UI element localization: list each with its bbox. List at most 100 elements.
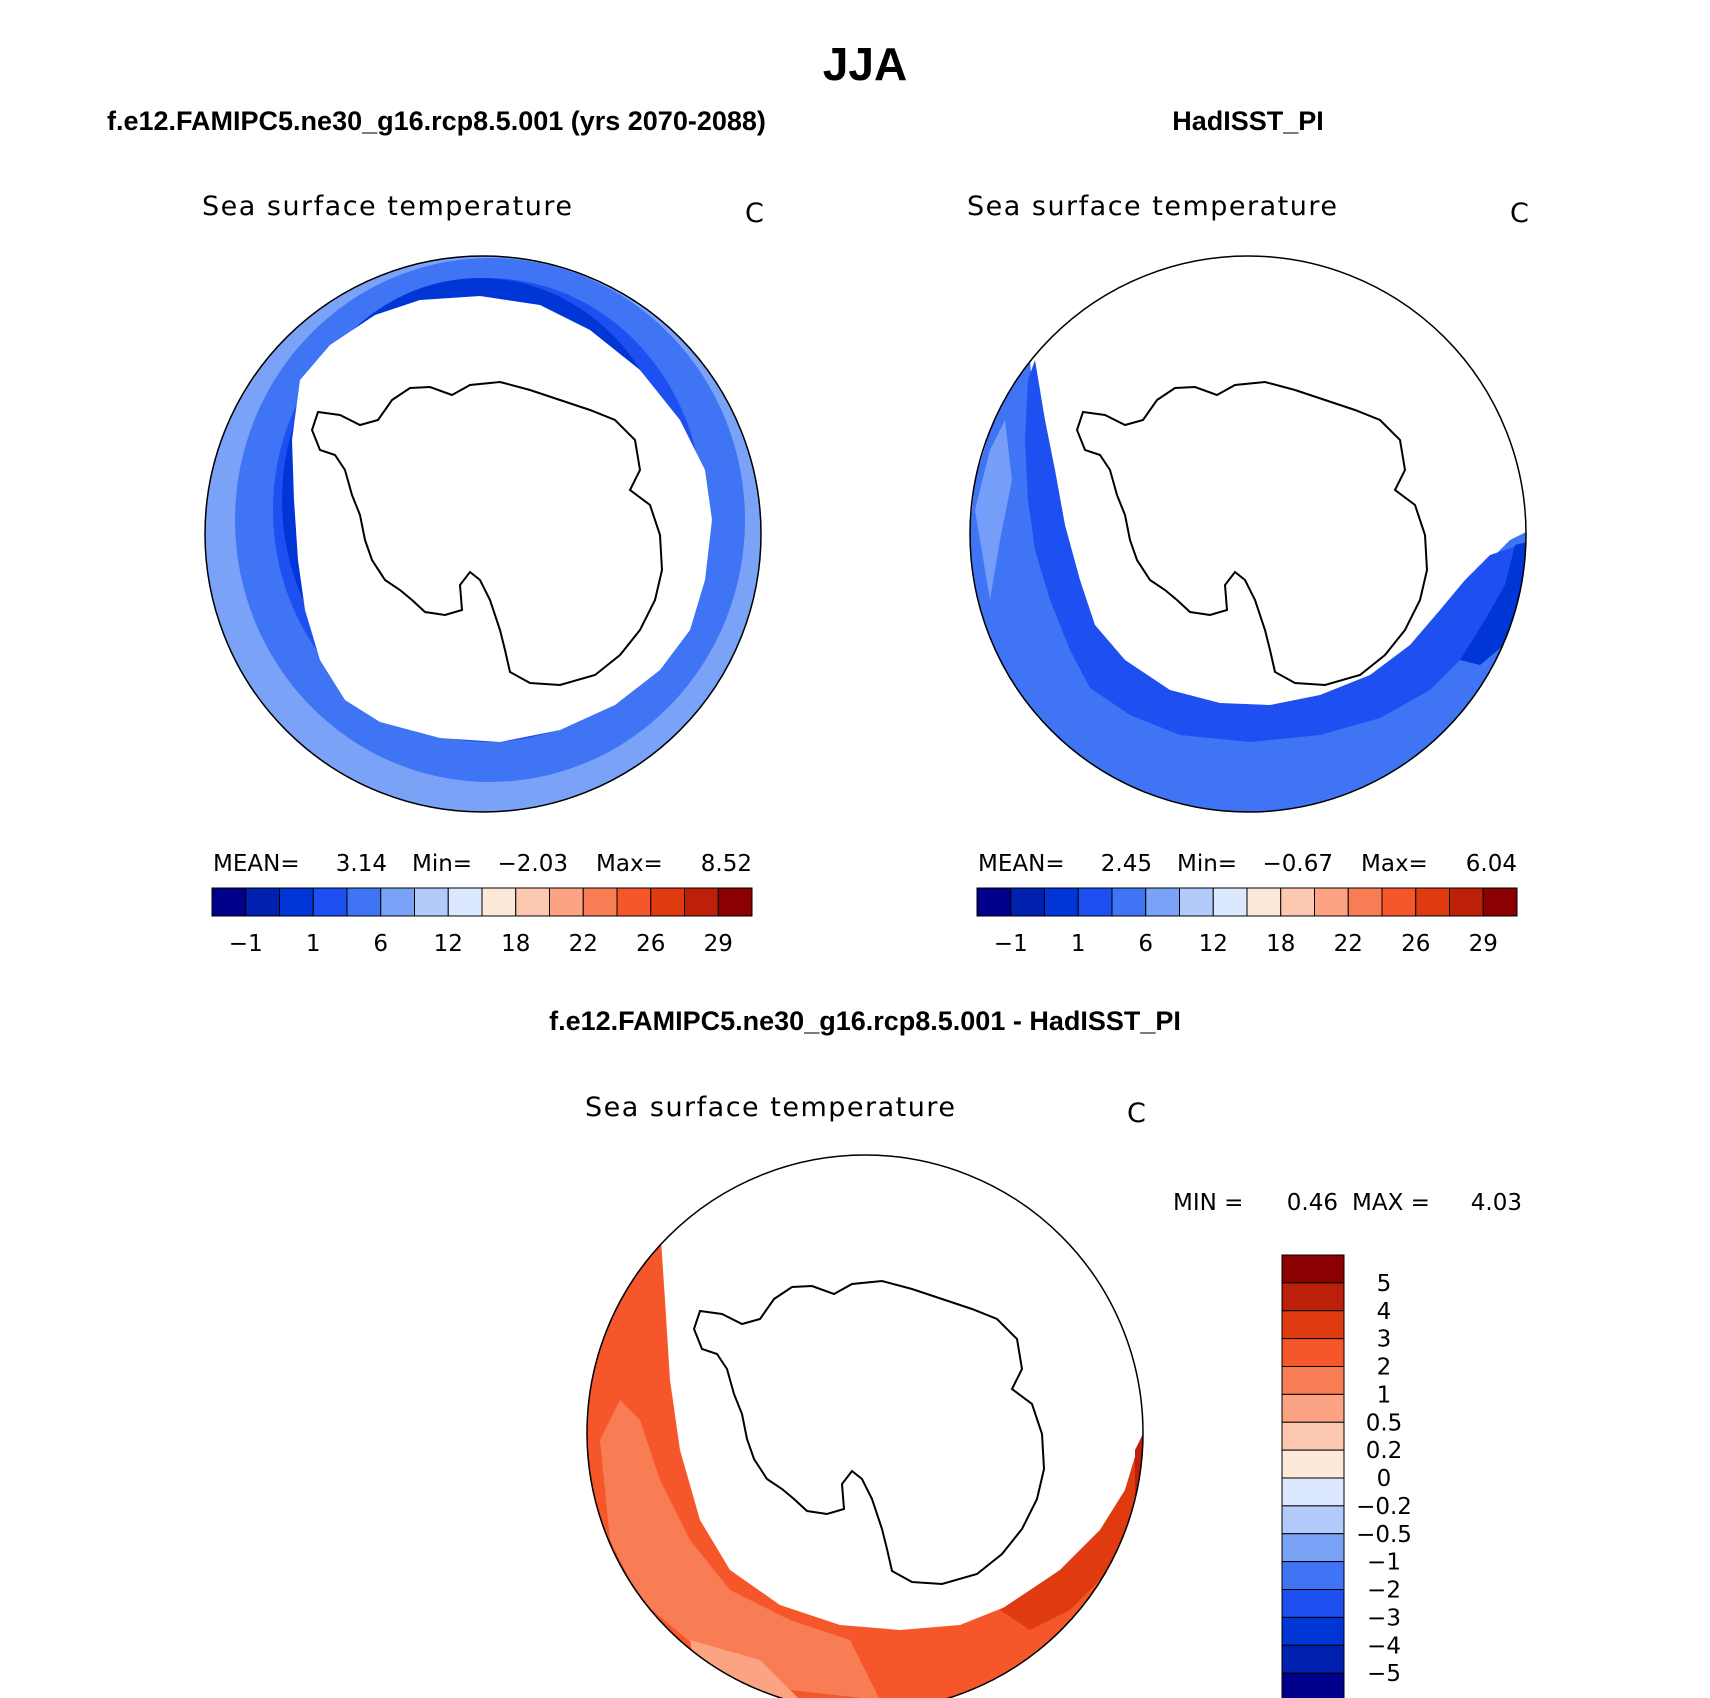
- colorbar-tick-label: −5: [1367, 1661, 1401, 1687]
- colorbar-tick-label: 12: [434, 931, 463, 957]
- panel-model-min-label: Min=: [412, 851, 472, 877]
- colorbar-tick-label: 26: [1401, 931, 1430, 957]
- colorbar-swatch: [616, 887, 652, 917]
- panel-obs-colorbar: −1 1 6 12 18 22 26 29: [976, 887, 1518, 957]
- colorbar-swatch: [1077, 887, 1113, 917]
- colorbar-swatch: [1281, 1672, 1345, 1698]
- colorbar-swatch: [1111, 887, 1147, 917]
- panel-model-map-boundary: [204, 255, 762, 813]
- panel-diff-max-value: 4.03: [1471, 1190, 1522, 1216]
- colorbar-tick-label: 1: [306, 931, 321, 957]
- colorbar-swatch: [1281, 1421, 1345, 1451]
- colorbar-tick-label: 12: [1199, 931, 1228, 957]
- panel-diff-antarctica-outline: [692, 1279, 1046, 1586]
- colorbar-swatch: [1281, 1254, 1345, 1284]
- colorbar-tick-label: 6: [1138, 931, 1153, 957]
- panel-obs-max-value: 6.04: [1466, 851, 1517, 877]
- colorbar-tick-label: 4: [1377, 1299, 1392, 1325]
- panel-model-header: f.e12.FAMIPC5.ne30_g16.rcp8.5.001 (yrs 2…: [107, 106, 766, 136]
- colorbar-swatch: [1281, 1393, 1345, 1423]
- panel-obs: HadISST_PI Sea surface temperature C MEA…: [967, 106, 1529, 957]
- colorbar-swatch: [1280, 887, 1315, 917]
- panel-model: f.e12.FAMIPC5.ne30_g16.rcp8.5.001 (yrs 2…: [107, 106, 766, 957]
- colorbar-tick-label: −1: [994, 931, 1028, 957]
- panel-obs-map: [970, 360, 1526, 812]
- panel-diff-units: C: [1127, 1098, 1146, 1129]
- colorbar-swatch: [1281, 1310, 1345, 1340]
- panel-model-units: C: [745, 198, 764, 229]
- colorbar-tick-label: 6: [373, 931, 388, 957]
- colorbar-swatch: [447, 887, 483, 917]
- panel-diff-variable: Sea surface temperature: [585, 1092, 956, 1123]
- panel-obs-units: C: [1510, 198, 1529, 229]
- colorbar-swatch: [1010, 887, 1045, 917]
- colorbar-swatch: [515, 887, 550, 917]
- panel-model-mean-label: MEAN=: [213, 851, 300, 877]
- panel-obs-mean-label: MEAN=: [978, 851, 1065, 877]
- panel-model-colorbar: −1 1 6 12 18 22 26 29: [211, 887, 753, 957]
- panel-model-max-value: 8.52: [701, 851, 752, 877]
- panel-obs-variable: Sea surface temperature: [967, 191, 1338, 222]
- panel-model-antarctica-outline: [310, 380, 664, 687]
- panel-model-mean-value: 3.14: [336, 851, 387, 877]
- colorbar-swatch: [582, 887, 618, 917]
- panel-diff-min-label: MIN =: [1173, 1190, 1243, 1216]
- colorbar-swatch: [1281, 1561, 1345, 1590]
- colorbar-swatch: [1281, 1366, 1345, 1395]
- panel-obs-mean-value: 2.45: [1101, 851, 1152, 877]
- colorbar-tick-label: 0: [1377, 1466, 1392, 1492]
- panel-model-variable: Sea surface temperature: [202, 191, 573, 222]
- panel-obs-antarctica-outline: [1075, 380, 1429, 687]
- colorbar-swatch: [245, 887, 280, 917]
- colorbar-tick-label: 29: [1469, 931, 1498, 957]
- colorbar-swatch: [1415, 887, 1450, 917]
- panel-diff-max-label: MAX =: [1352, 1190, 1430, 1216]
- panel-model-map: [205, 256, 761, 812]
- figure-title: JJA: [823, 38, 907, 90]
- colorbar-swatch: [650, 887, 685, 917]
- panel-obs-header: HadISST_PI: [1172, 106, 1324, 136]
- colorbar-tick-label: −3: [1367, 1605, 1401, 1631]
- panel-model-max-label: Max=: [596, 851, 663, 877]
- colorbar-tick-label: 5: [1377, 1271, 1392, 1297]
- colorbar-tick-label: −2: [1367, 1578, 1401, 1604]
- colorbar-swatch: [1281, 1505, 1345, 1535]
- colorbar-tick-label: 2: [1377, 1355, 1392, 1381]
- colorbar-tick-label: 0.2: [1366, 1438, 1403, 1464]
- colorbar-swatch: [1044, 887, 1079, 917]
- colorbar-swatch: [1145, 887, 1180, 917]
- colorbar-tick-label: 22: [1334, 931, 1363, 957]
- colorbar-swatch: [976, 887, 1012, 917]
- panel-obs-max-label: Max=: [1361, 851, 1428, 877]
- colorbar-tick-label: 0.5: [1366, 1410, 1403, 1436]
- panel-obs-min-label: Min=: [1177, 851, 1237, 877]
- colorbar-tick-label: 3: [1377, 1327, 1392, 1353]
- colorbar-swatch: [211, 887, 247, 917]
- colorbar-tick-label: 22: [569, 931, 598, 957]
- panel-obs-map-boundary: [969, 255, 1527, 813]
- colorbar-tick-label: 18: [501, 931, 530, 957]
- colorbar-swatch: [312, 887, 348, 917]
- panel-diff-map: [587, 1225, 1143, 1698]
- colorbar-swatch: [549, 887, 584, 917]
- colorbar-swatch: [1314, 887, 1349, 917]
- colorbar-swatch: [380, 887, 415, 917]
- colorbar-swatch: [1179, 887, 1214, 917]
- colorbar-swatch: [1281, 1644, 1345, 1674]
- colorbar-tick-label: −0.5: [1356, 1522, 1412, 1548]
- panel-diff-min-value: 0.46: [1287, 1190, 1338, 1216]
- colorbar-swatch: [1281, 1282, 1345, 1312]
- colorbar-tick-label: −4: [1367, 1633, 1401, 1659]
- colorbar-swatch: [1347, 887, 1383, 917]
- colorbar-swatch: [1281, 1477, 1345, 1507]
- colorbar-swatch: [346, 887, 382, 917]
- colorbar-tick-label: −1: [229, 931, 263, 957]
- colorbar-tick-label: 26: [636, 931, 665, 957]
- colorbar-swatch: [1246, 887, 1282, 917]
- panel-diff: f.e12.FAMIPC5.ne30_g16.rcp8.5.001 - HadI…: [549, 1006, 1522, 1698]
- colorbar-swatch: [1482, 887, 1518, 917]
- panel-diff-map-boundary: [586, 1154, 1144, 1698]
- colorbar-tick-label: −1: [1367, 1550, 1401, 1576]
